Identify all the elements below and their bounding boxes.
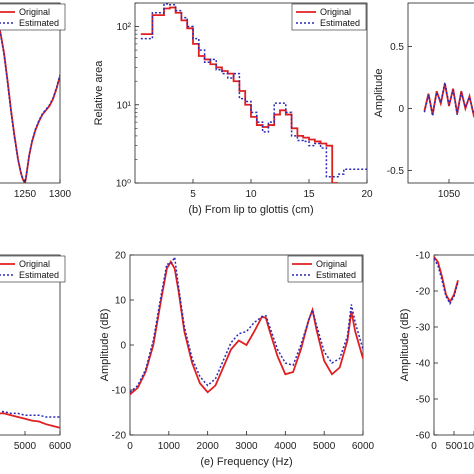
y-tick-label-f: -50 [416, 395, 431, 406]
y-tick-label-b: 10⁰ [116, 179, 131, 190]
x-tick-label-b: 20 [361, 189, 373, 200]
legend-label-original: Original [19, 7, 50, 17]
x-tick-label-e: 3000 [235, 441, 258, 452]
plot-area-d [0, 410, 60, 429]
x-tick-label-b: 10 [245, 189, 257, 200]
x-tick-label-e: 1000 [158, 441, 181, 452]
legend-label-estimated: Estimated [316, 270, 356, 280]
x-tick-label-e: 2000 [197, 441, 220, 452]
axes-box-c [407, 2, 474, 184]
y-tick-label-f: -30 [416, 323, 431, 334]
series-line-a-original [0, 27, 60, 183]
x-tick-label-c: 1050 [438, 189, 461, 200]
x-tick-label-f: 1000 [463, 441, 474, 452]
plot-area-c [423, 82, 474, 119]
axes-box-f [433, 254, 474, 436]
legend-label-original: Original [320, 7, 351, 17]
y-tick-label-e: 20 [115, 251, 127, 262]
series-line-b-estimated [140, 3, 367, 178]
x-tick-label-b: 15 [303, 189, 315, 200]
legend-box-d [0, 255, 66, 283]
y-tick-label-f: -10 [416, 251, 431, 262]
plot-area-b [140, 3, 367, 183]
y-axis-label-c: Amplitude [373, 69, 385, 118]
legend-label-estimated: Estimated [19, 18, 59, 28]
y-tick-label-e: -20 [112, 431, 127, 442]
x-tick-label-d: 5000 [14, 441, 37, 452]
series-line-b-original [140, 6, 338, 183]
y-tick-label-f: -20 [416, 287, 431, 298]
x-tick-label-e: 5000 [313, 441, 336, 452]
series-line-e-estimated [130, 255, 363, 393]
y-tick-label-c: 0.5 [390, 42, 404, 53]
x-tick-label-f: 0 [431, 441, 437, 452]
legend-box-e [287, 255, 363, 283]
x-tick-label-e: 4000 [274, 441, 297, 452]
legend-label-estimated: Estimated [320, 18, 360, 28]
plot-area-e [130, 255, 363, 396]
x-tick-label-e: 6000 [352, 441, 375, 452]
y-tick-label-b: 10² [117, 22, 132, 33]
legend-label-original: Original [19, 259, 50, 269]
legend-label-original: Original [316, 259, 347, 269]
x-tick-label-b: 5 [190, 189, 196, 200]
series-line-f-estimated [434, 258, 459, 306]
series-line-e-original [130, 259, 363, 396]
y-tick-label-c: -0.5 [387, 166, 405, 177]
y-axis-label-b: Relative area [93, 60, 105, 126]
y-tick-label-e: 0 [120, 341, 126, 352]
series-line-f-original [434, 256, 459, 304]
x-tick-label-e: 0 [127, 441, 133, 452]
y-tick-label-c: 0 [398, 104, 404, 115]
plot-area-a [0, 27, 60, 183]
y-tick-label-e: -10 [112, 386, 127, 397]
x-axis-label-e: (e) Frequency (Hz) [200, 456, 292, 468]
series-line-a-estimated [0, 29, 60, 183]
x-tick-label-a: 1300 [49, 189, 72, 200]
x-axis-label-b: (b) From lip to glottis (cm) [188, 204, 313, 216]
x-tick-label-a: 1250 [14, 189, 37, 200]
series-line-c-estimated [423, 82, 474, 117]
legend-box-b [291, 3, 367, 31]
y-axis-label-f: Amplitude (dB) [399, 309, 411, 382]
y-tick-label-b: 10¹ [117, 100, 132, 111]
legend-label-estimated: Estimated [19, 270, 59, 280]
legend-box-a [0, 3, 66, 31]
series-line-d-original [0, 412, 60, 429]
y-axis-label-e: Amplitude (dB) [99, 309, 111, 382]
x-tick-label-f: 500 [446, 441, 463, 452]
x-tick-label-d: 6000 [49, 441, 72, 452]
y-tick-label-f: -60 [416, 431, 431, 442]
plot-area-f [434, 256, 459, 306]
y-tick-label-f: -40 [416, 359, 431, 370]
y-tick-label-e: 10 [115, 296, 127, 307]
